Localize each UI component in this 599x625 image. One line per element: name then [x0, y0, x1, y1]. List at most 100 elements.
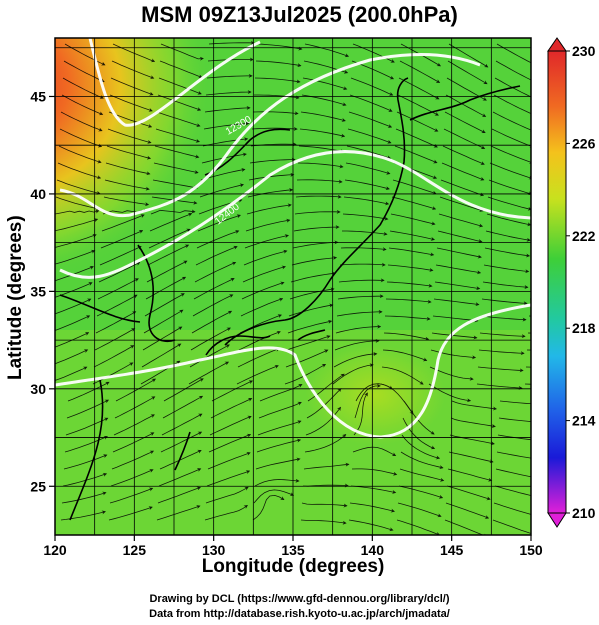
streamline [299, 128, 346, 138]
streamline [446, 485, 491, 501]
streamline [255, 457, 301, 470]
streamline [297, 162, 344, 169]
streamline [190, 327, 231, 351]
streamline [159, 60, 203, 79]
streamline [447, 468, 493, 482]
streamline [340, 247, 387, 252]
streamline [486, 213, 531, 227]
streamline [240, 297, 284, 317]
graticule [55, 38, 531, 535]
credit-data: Data from http://database.rish.kyoto-u.a… [149, 608, 450, 620]
streamline [352, 446, 397, 456]
streamline [58, 145, 102, 164]
streamline [436, 247, 482, 259]
streamline [295, 194, 342, 199]
streamline [491, 128, 531, 148]
streamline [342, 213, 389, 221]
streamline [354, 383, 381, 419]
streamline [304, 433, 347, 453]
streamline [203, 121, 250, 130]
streamline [541, 520, 585, 530]
streamline [495, 60, 531, 81]
streamline [487, 196, 531, 211]
streamline [352, 43, 395, 63]
y-tick-label: 30 [30, 381, 46, 397]
streamline [396, 111, 439, 132]
streamline [191, 310, 233, 334]
page-title: MSM 09Z13Jul2025 (200.0hPa) [141, 2, 458, 27]
colorbar-bottom-arrow [547, 512, 567, 528]
streamline [62, 472, 108, 487]
streamline [97, 278, 139, 300]
streamline [303, 462, 350, 470]
y-tick-label: 40 [30, 186, 46, 202]
colorbar-tick-label: 230 [572, 43, 596, 59]
streamline [338, 278, 385, 283]
streamline [349, 94, 393, 112]
field-warm-region [55, 38, 340, 380]
x-ticks: 120 125 130 135 140 145 150 [43, 535, 543, 558]
x-tick-label: 120 [43, 542, 67, 558]
streamline [339, 262, 386, 267]
streamline [63, 454, 108, 470]
streamline [355, 383, 393, 402]
map-plot-area: 12300 12400 [55, 38, 585, 535]
streamline [150, 209, 196, 215]
streamline [153, 162, 199, 174]
colorbar-ramp [547, 50, 567, 514]
streamline [210, 398, 253, 419]
colorbar-tick-label: 218 [572, 320, 596, 336]
streamline [149, 212, 193, 232]
streamline [241, 281, 285, 300]
streamline [348, 519, 394, 532]
streamline [438, 213, 484, 228]
credit-drawing: Drawing by DCL (https://www.gfd-dennou.o… [149, 593, 450, 605]
streamline [300, 519, 347, 525]
streamline [94, 328, 136, 351]
streamline [55, 209, 100, 215]
streamline [160, 43, 204, 61]
streamline [157, 94, 202, 111]
streamline [146, 260, 188, 283]
streamline [334, 338, 380, 351]
streamline [55, 196, 101, 211]
streamline [476, 383, 523, 390]
streamline [156, 111, 201, 127]
streamline [248, 172, 295, 181]
streamline [287, 319, 333, 334]
streamline [188, 361, 230, 385]
streamline [382, 349, 428, 362]
coastlines [59, 77, 521, 521]
streamline [484, 247, 531, 258]
streamline [67, 381, 110, 402]
streamline [450, 417, 496, 428]
streamline [391, 196, 437, 210]
streamline [254, 478, 300, 487]
streamline [448, 451, 494, 464]
streamline [252, 111, 299, 116]
streamline [111, 60, 155, 79]
streamline [204, 105, 251, 113]
streamline [347, 128, 392, 144]
streamline [196, 230, 240, 249]
streamline [492, 111, 531, 132]
streamline [302, 77, 348, 90]
streamline [387, 264, 434, 272]
field-low-center [305, 345, 445, 445]
isopleths [55, 38, 531, 439]
streamline [205, 486, 249, 504]
streamline [66, 399, 110, 419]
streamline [259, 384, 303, 402]
streamline [109, 487, 154, 504]
streamline [63, 60, 105, 83]
streamline [199, 183, 244, 198]
streamline [498, 417, 531, 422]
streamline [447, 60, 488, 85]
streamline [156, 505, 201, 521]
streamline [397, 502, 442, 518]
streamline [304, 43, 350, 58]
streamline [381, 366, 424, 385]
streamline [64, 435, 108, 453]
streamline [428, 383, 472, 403]
streamline [93, 345, 135, 368]
